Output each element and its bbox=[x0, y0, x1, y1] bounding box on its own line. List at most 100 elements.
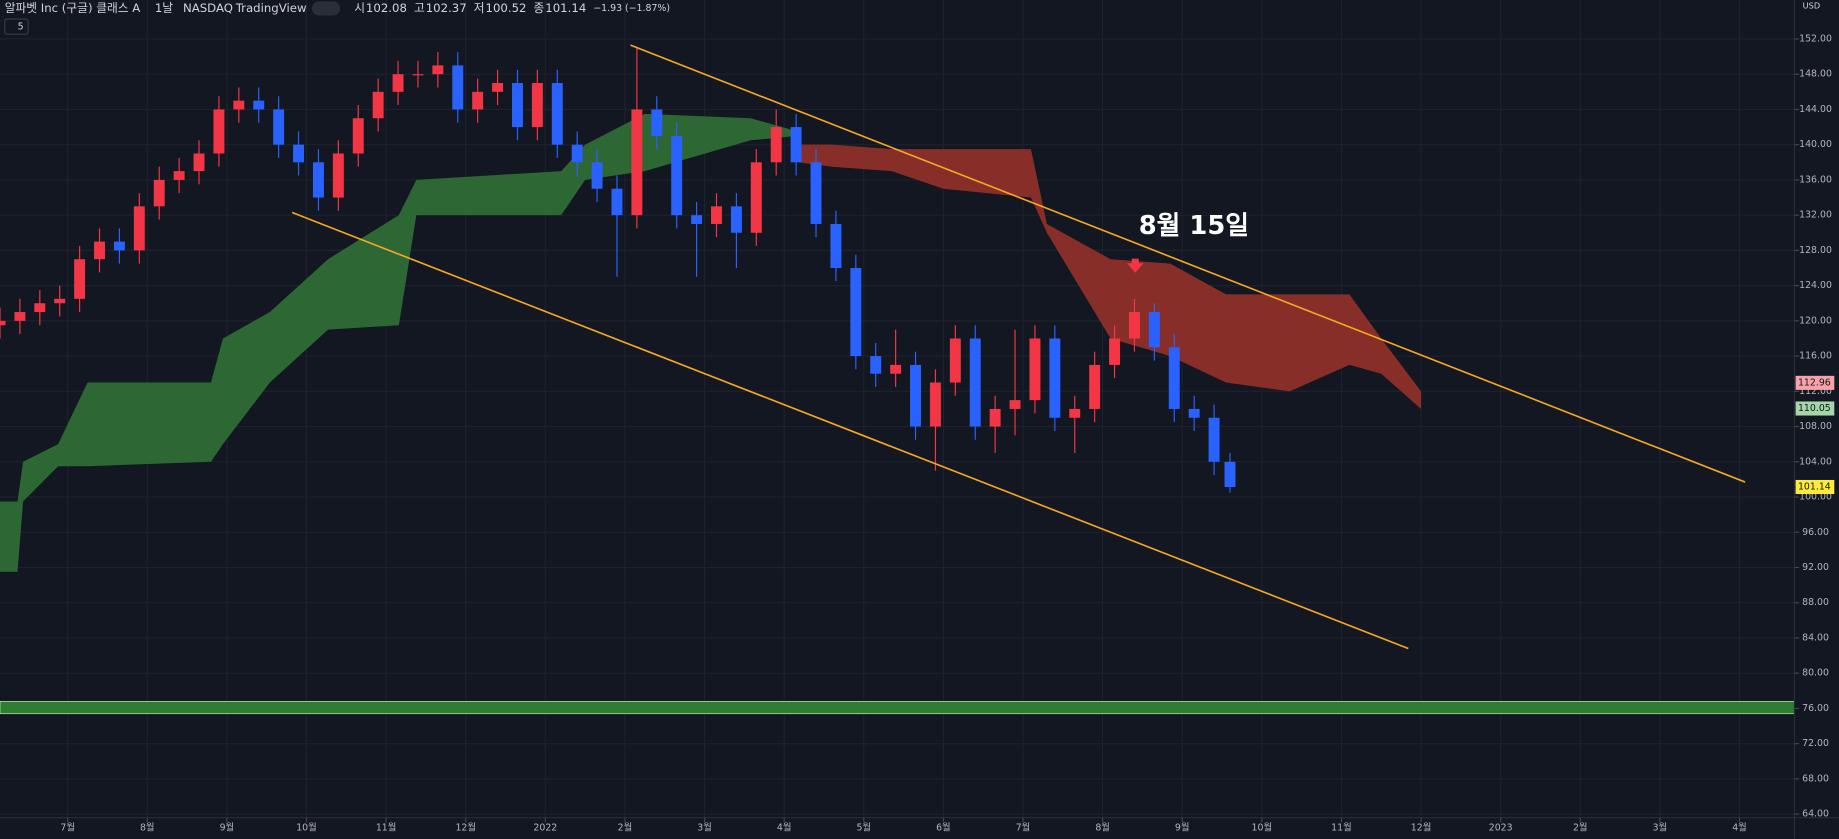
indicator-count[interactable]: 5 bbox=[18, 22, 24, 33]
ichimoku-cloud bbox=[0, 113, 798, 572]
x-tick-label: 3월 bbox=[697, 822, 712, 834]
candle-body bbox=[1128, 312, 1140, 339]
candle-body bbox=[1168, 347, 1180, 409]
ohlc-label: 종 bbox=[534, 1, 545, 15]
ichimoku-cloud bbox=[797, 144, 1422, 409]
candle-body bbox=[1029, 338, 1041, 401]
candle-body bbox=[1089, 364, 1101, 409]
y-tick-label: 100.00 bbox=[1799, 492, 1832, 503]
candle-body bbox=[711, 206, 722, 224]
candle-body bbox=[452, 65, 464, 110]
y-tick-label: 144.00 bbox=[1799, 104, 1832, 115]
ohlc-value: 102.37 bbox=[426, 1, 467, 15]
candle-body bbox=[133, 206, 145, 251]
candle-body bbox=[730, 206, 742, 233]
header: 알파벳 Inc (구글) 클래스 A 1날 NASDAQ TradingView… bbox=[4, 1, 1820, 35]
indicator-toggle[interactable] bbox=[4, 18, 29, 35]
candle-body bbox=[432, 65, 444, 75]
ohlc-value: 101.14 bbox=[545, 1, 586, 15]
candle-body bbox=[870, 356, 882, 374]
axes: 64.00 68.00 72.00 76.00 80.00 84.00 88.00 92.00… bbox=[60, 33, 1835, 834]
price-label-bg bbox=[1795, 479, 1835, 495]
price-label: 112.96 bbox=[1798, 377, 1831, 388]
candle-body bbox=[392, 74, 404, 92]
trend-line bbox=[291, 211, 1409, 650]
x-tick-label: 10월 bbox=[1252, 822, 1273, 834]
candle-body bbox=[293, 144, 305, 163]
ohlc-label: 저 bbox=[474, 1, 485, 15]
candle-body bbox=[14, 312, 26, 321]
candle-body bbox=[253, 100, 265, 110]
candle-body bbox=[312, 162, 324, 198]
candle-body bbox=[631, 109, 643, 216]
change: −1.93 (−1.87%) bbox=[593, 3, 670, 14]
price-label: 110.05 bbox=[1798, 403, 1831, 414]
y-tick-label: 108.00 bbox=[1799, 421, 1832, 432]
candle-body bbox=[929, 382, 941, 427]
x-tick-label: 10월 bbox=[296, 822, 317, 834]
x-tick-label: 8월 bbox=[140, 822, 155, 834]
grid bbox=[0, 0, 1795, 818]
candle-body bbox=[1224, 461, 1236, 487]
candle-body bbox=[1188, 408, 1200, 418]
candle-body bbox=[770, 127, 782, 163]
y-tick-label: 136.00 bbox=[1799, 174, 1832, 185]
y-tick-label: 104.00 bbox=[1799, 456, 1832, 467]
candle-body bbox=[671, 135, 683, 216]
y-tick-label: 80.00 bbox=[1802, 668, 1829, 679]
x-tick-label: 9월 bbox=[220, 822, 235, 834]
source: TradingView bbox=[235, 1, 307, 15]
y-tick-label: 96.00 bbox=[1802, 527, 1829, 538]
candle-body bbox=[1208, 417, 1220, 462]
y-tick-label: 84.00 bbox=[1802, 632, 1829, 643]
candle-body bbox=[34, 303, 46, 313]
candle-body bbox=[372, 91, 384, 119]
y-tick-label: 132.00 bbox=[1799, 210, 1832, 221]
y-tick-label: 152.00 bbox=[1799, 33, 1832, 44]
candle-body bbox=[0, 320, 6, 326]
candle-body bbox=[113, 241, 125, 251]
y-tick-label: 116.00 bbox=[1799, 351, 1832, 362]
x-tick-label: 7월 bbox=[1016, 822, 1031, 834]
y-tick-label: 124.00 bbox=[1799, 280, 1832, 291]
candle-body bbox=[94, 241, 105, 260]
candle-body bbox=[969, 338, 981, 427]
y-tick-label: 88.00 bbox=[1802, 597, 1829, 608]
plot-area: 8월 15일 bbox=[0, 44, 1795, 715]
x-tick-label: 6월 bbox=[936, 822, 951, 834]
ohlc-label: 시 bbox=[354, 1, 365, 15]
horizontal-band bbox=[0, 701, 1795, 715]
x-tick-label: 3월 bbox=[1653, 822, 1668, 834]
candle-body bbox=[850, 268, 862, 357]
price-label: 101.14 bbox=[1798, 481, 1831, 492]
y-tick-label: 128.00 bbox=[1799, 245, 1832, 256]
x-tick-label: 11월 bbox=[376, 822, 397, 834]
candle-body bbox=[273, 109, 285, 145]
candle-body bbox=[810, 162, 822, 224]
candle-body bbox=[193, 153, 205, 172]
y-tick-label: 148.00 bbox=[1799, 69, 1832, 80]
y-tick-label: 76.00 bbox=[1802, 703, 1829, 714]
price-label-bg bbox=[1795, 375, 1835, 390]
symbol-title: 알파벳 Inc (구글) 클래스 A bbox=[5, 1, 141, 15]
interval: 1날 bbox=[155, 1, 173, 15]
candle-body bbox=[611, 188, 623, 216]
candle-body bbox=[54, 298, 66, 304]
candle-body bbox=[651, 109, 663, 136]
x-tick-label: 2월 bbox=[1573, 822, 1588, 834]
y-tick-label: 120.00 bbox=[1799, 315, 1832, 326]
candle-body bbox=[1148, 312, 1160, 348]
candle-body bbox=[213, 109, 225, 154]
candle-body bbox=[492, 83, 504, 92]
candle-body bbox=[1009, 400, 1021, 409]
x-tick-label: 2월 bbox=[618, 822, 633, 834]
x-tick-label: 12월 bbox=[455, 822, 476, 834]
x-tick-label: 8월 bbox=[1095, 822, 1110, 834]
x-tick-label: 2023 bbox=[1489, 823, 1513, 834]
candle-body bbox=[472, 91, 484, 110]
candle-body bbox=[173, 171, 185, 180]
candle-body bbox=[412, 74, 424, 76]
y-tick-label: 92.00 bbox=[1802, 562, 1829, 573]
candle-body bbox=[551, 83, 563, 145]
